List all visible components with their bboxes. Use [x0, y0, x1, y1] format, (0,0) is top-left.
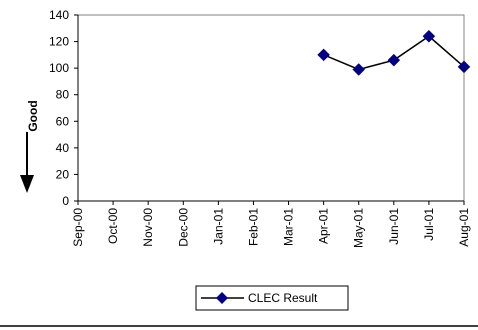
data-point — [352, 63, 366, 76]
y-tick-label: 0 — [62, 194, 69, 208]
data-point — [457, 60, 471, 74]
y-tick-label: 120 — [49, 35, 69, 49]
x-tick-label: Jun-01 — [387, 208, 401, 245]
x-tick-label: May-01 — [352, 208, 366, 248]
y-tick-label: 140 — [49, 8, 69, 22]
good-direction-arrow-icon — [20, 132, 34, 193]
legend: CLEC Result — [195, 285, 349, 311]
y-axis: 0 20 40 60 80 100 120 140 — [49, 8, 79, 208]
x-tick-label: Jul-01 — [422, 208, 436, 241]
x-tick-label: Mar-01 — [282, 208, 296, 246]
series-layer — [317, 29, 471, 76]
plot-area — [77, 14, 465, 202]
legend-marker — [216, 292, 228, 304]
y-tick-label: 20 — [56, 167, 70, 181]
x-tick-label: Nov-00 — [141, 208, 155, 247]
legend-label: CLEC Result — [248, 291, 318, 305]
y-tick-label: 100 — [49, 61, 69, 75]
x-tick-label: Sep-00 — [71, 208, 85, 247]
x-tick-label: Dec-00 — [176, 208, 190, 247]
x-axis: Sep-00 Oct-00 Nov-00 Dec-00 Jan-01 Feb-01 Mar-… — [71, 200, 471, 248]
y-tick-label: 40 — [56, 141, 70, 155]
y-axis-label: Good — [26, 100, 40, 131]
data-point — [422, 29, 436, 43]
data-point — [387, 53, 401, 67]
x-tick-label: Aug-01 — [457, 208, 471, 247]
x-tick-label: Feb-01 — [246, 208, 260, 246]
y-tick-label: 80 — [56, 88, 70, 102]
y-tick-label: 60 — [56, 114, 70, 128]
x-tick-label: Apr-01 — [317, 208, 331, 244]
x-tick-label: Oct-00 — [106, 208, 120, 244]
data-point — [317, 48, 330, 62]
x-tick-label: Jan-01 — [211, 208, 225, 245]
